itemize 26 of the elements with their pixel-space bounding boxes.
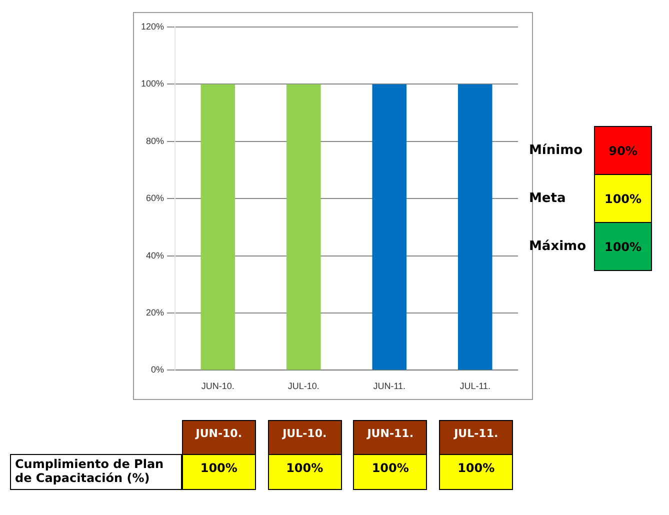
y-tick-label: 100%	[140, 78, 164, 89]
category-label: JUL-10.	[282, 427, 327, 440]
y-tick-label: 120%	[140, 21, 164, 32]
x-tick-label: JUN-11.	[373, 381, 406, 392]
text: 100%	[594, 222, 652, 270]
x-tick-label: JUL-10.	[288, 381, 320, 392]
text: Máximo	[528, 238, 588, 256]
y-tick-label: 60%	[146, 193, 164, 204]
text: Meta	[528, 190, 567, 208]
data-label: 100%	[353, 454, 428, 490]
y-tick-label: 80%	[146, 136, 164, 146]
category-label: JUL-11.	[454, 427, 498, 440]
data-label: 100%	[182, 454, 256, 490]
y-tick-label: 20%	[146, 307, 164, 318]
data-label: 100%	[439, 454, 514, 490]
text: Cumplimiento de Plan de Capacitación (%)	[10, 454, 182, 490]
text: Mínimo	[528, 142, 584, 160]
category-label: JUN-11.	[367, 427, 414, 440]
x-tick-label: JUL-11.	[460, 381, 491, 392]
x-tick-label: JUN-10.	[201, 381, 234, 392]
text: 100%	[594, 174, 652, 222]
y-tick-label: 0%	[151, 364, 164, 375]
text: 90%	[594, 126, 652, 174]
data-label: 100%	[268, 454, 342, 490]
y-tick-label: 40%	[146, 250, 164, 260]
category-label: JUN-10.	[196, 427, 242, 440]
